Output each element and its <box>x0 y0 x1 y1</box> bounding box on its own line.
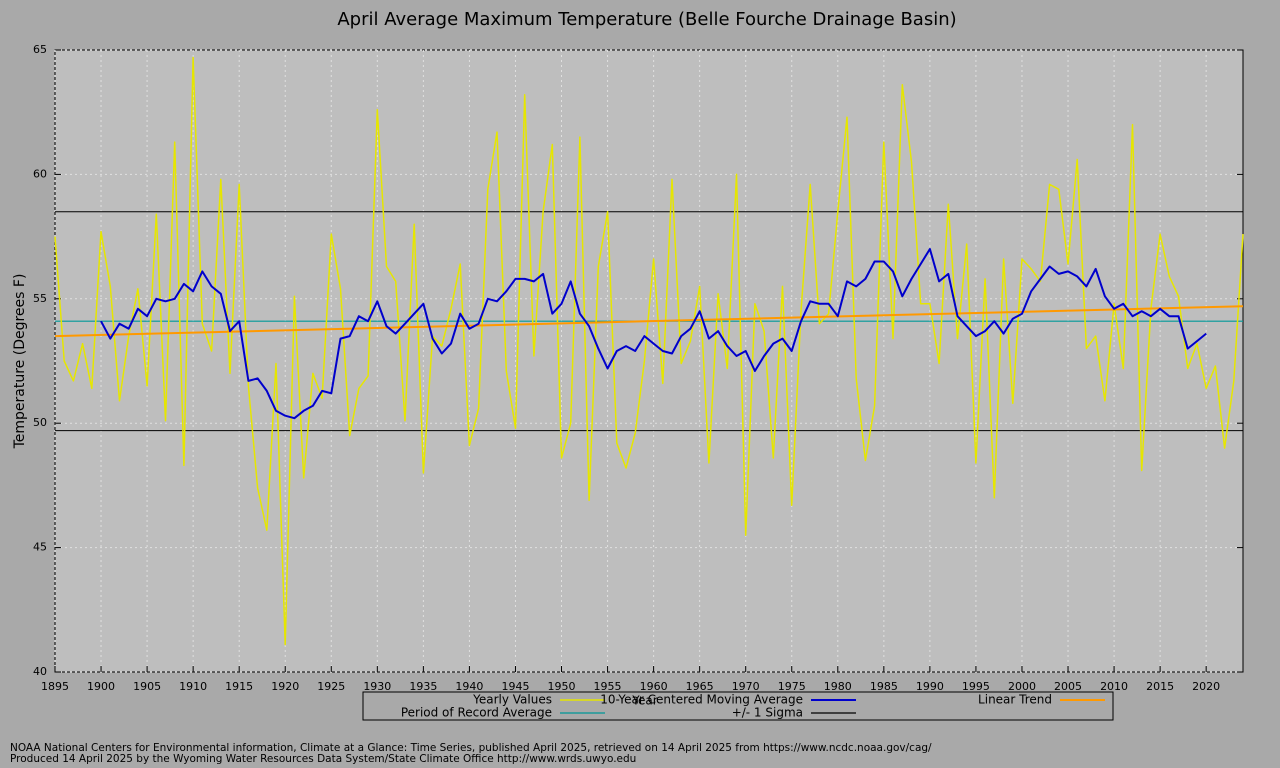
y-tick-label: 65 <box>33 43 47 56</box>
x-tick-label: 1925 <box>317 680 345 693</box>
x-tick-label: 1995 <box>962 680 990 693</box>
x-tick-label: 1930 <box>363 680 391 693</box>
x-tick-label: 1915 <box>225 680 253 693</box>
x-tick-label: 2020 <box>1192 680 1220 693</box>
y-tick-label: 50 <box>33 416 47 429</box>
y-axis-label: Temperature (Degrees F) <box>12 274 28 450</box>
x-tick-label: 1905 <box>133 680 161 693</box>
legend-label: Yearly Values <box>472 693 552 707</box>
y-tick-label: 40 <box>33 665 47 678</box>
data-line <box>54 305 1244 338</box>
legend-label: +/- 1 Sigma <box>732 706 803 720</box>
x-tick-label: 1965 <box>686 680 714 693</box>
plot-area <box>54 49 1244 673</box>
x-tick-label: 1960 <box>640 680 668 693</box>
x-tick-label: 2000 <box>1008 680 1036 693</box>
legend-label: Period of Record Average <box>401 706 552 720</box>
legend-label: Linear Trend <box>978 693 1052 707</box>
data-line <box>100 248 1207 420</box>
legend <box>362 691 1114 721</box>
x-tick-label: 1895 <box>41 680 69 693</box>
x-axis-label: Year <box>631 694 657 708</box>
footnote: NOAA National Centers for Environmental … <box>10 742 932 754</box>
footnote: Produced 14 April 2025 by the Wyoming Wa… <box>10 753 636 765</box>
data-line <box>54 56 1244 646</box>
y-tick-label: 60 <box>33 167 47 180</box>
y-tick-label: 45 <box>33 541 47 554</box>
x-tick-label: 2015 <box>1146 680 1174 693</box>
x-tick-label: 1945 <box>501 680 529 693</box>
x-tick-label: 1970 <box>732 680 760 693</box>
x-tick-label: 1955 <box>594 680 622 693</box>
x-tick-label: 1920 <box>271 680 299 693</box>
x-tick-label: 2010 <box>1100 680 1128 693</box>
x-tick-label: 2005 <box>1054 680 1082 693</box>
x-tick-label: 1985 <box>870 680 898 693</box>
x-tick-label: 1900 <box>87 680 115 693</box>
x-tick-label: 1975 <box>778 680 806 693</box>
y-tick-label: 55 <box>33 292 47 305</box>
legend-label: 10-Year Centered Moving Average <box>600 693 803 707</box>
x-tick-label: 1990 <box>916 680 944 693</box>
x-tick-label: 1935 <box>409 680 437 693</box>
chart-title: April Average Maximum Temperature (Belle… <box>337 9 956 30</box>
x-tick-label: 1940 <box>455 680 483 693</box>
x-tick-label: 1910 <box>179 680 207 693</box>
x-tick-label: 1950 <box>548 680 576 693</box>
x-tick-label: 1980 <box>824 680 852 693</box>
